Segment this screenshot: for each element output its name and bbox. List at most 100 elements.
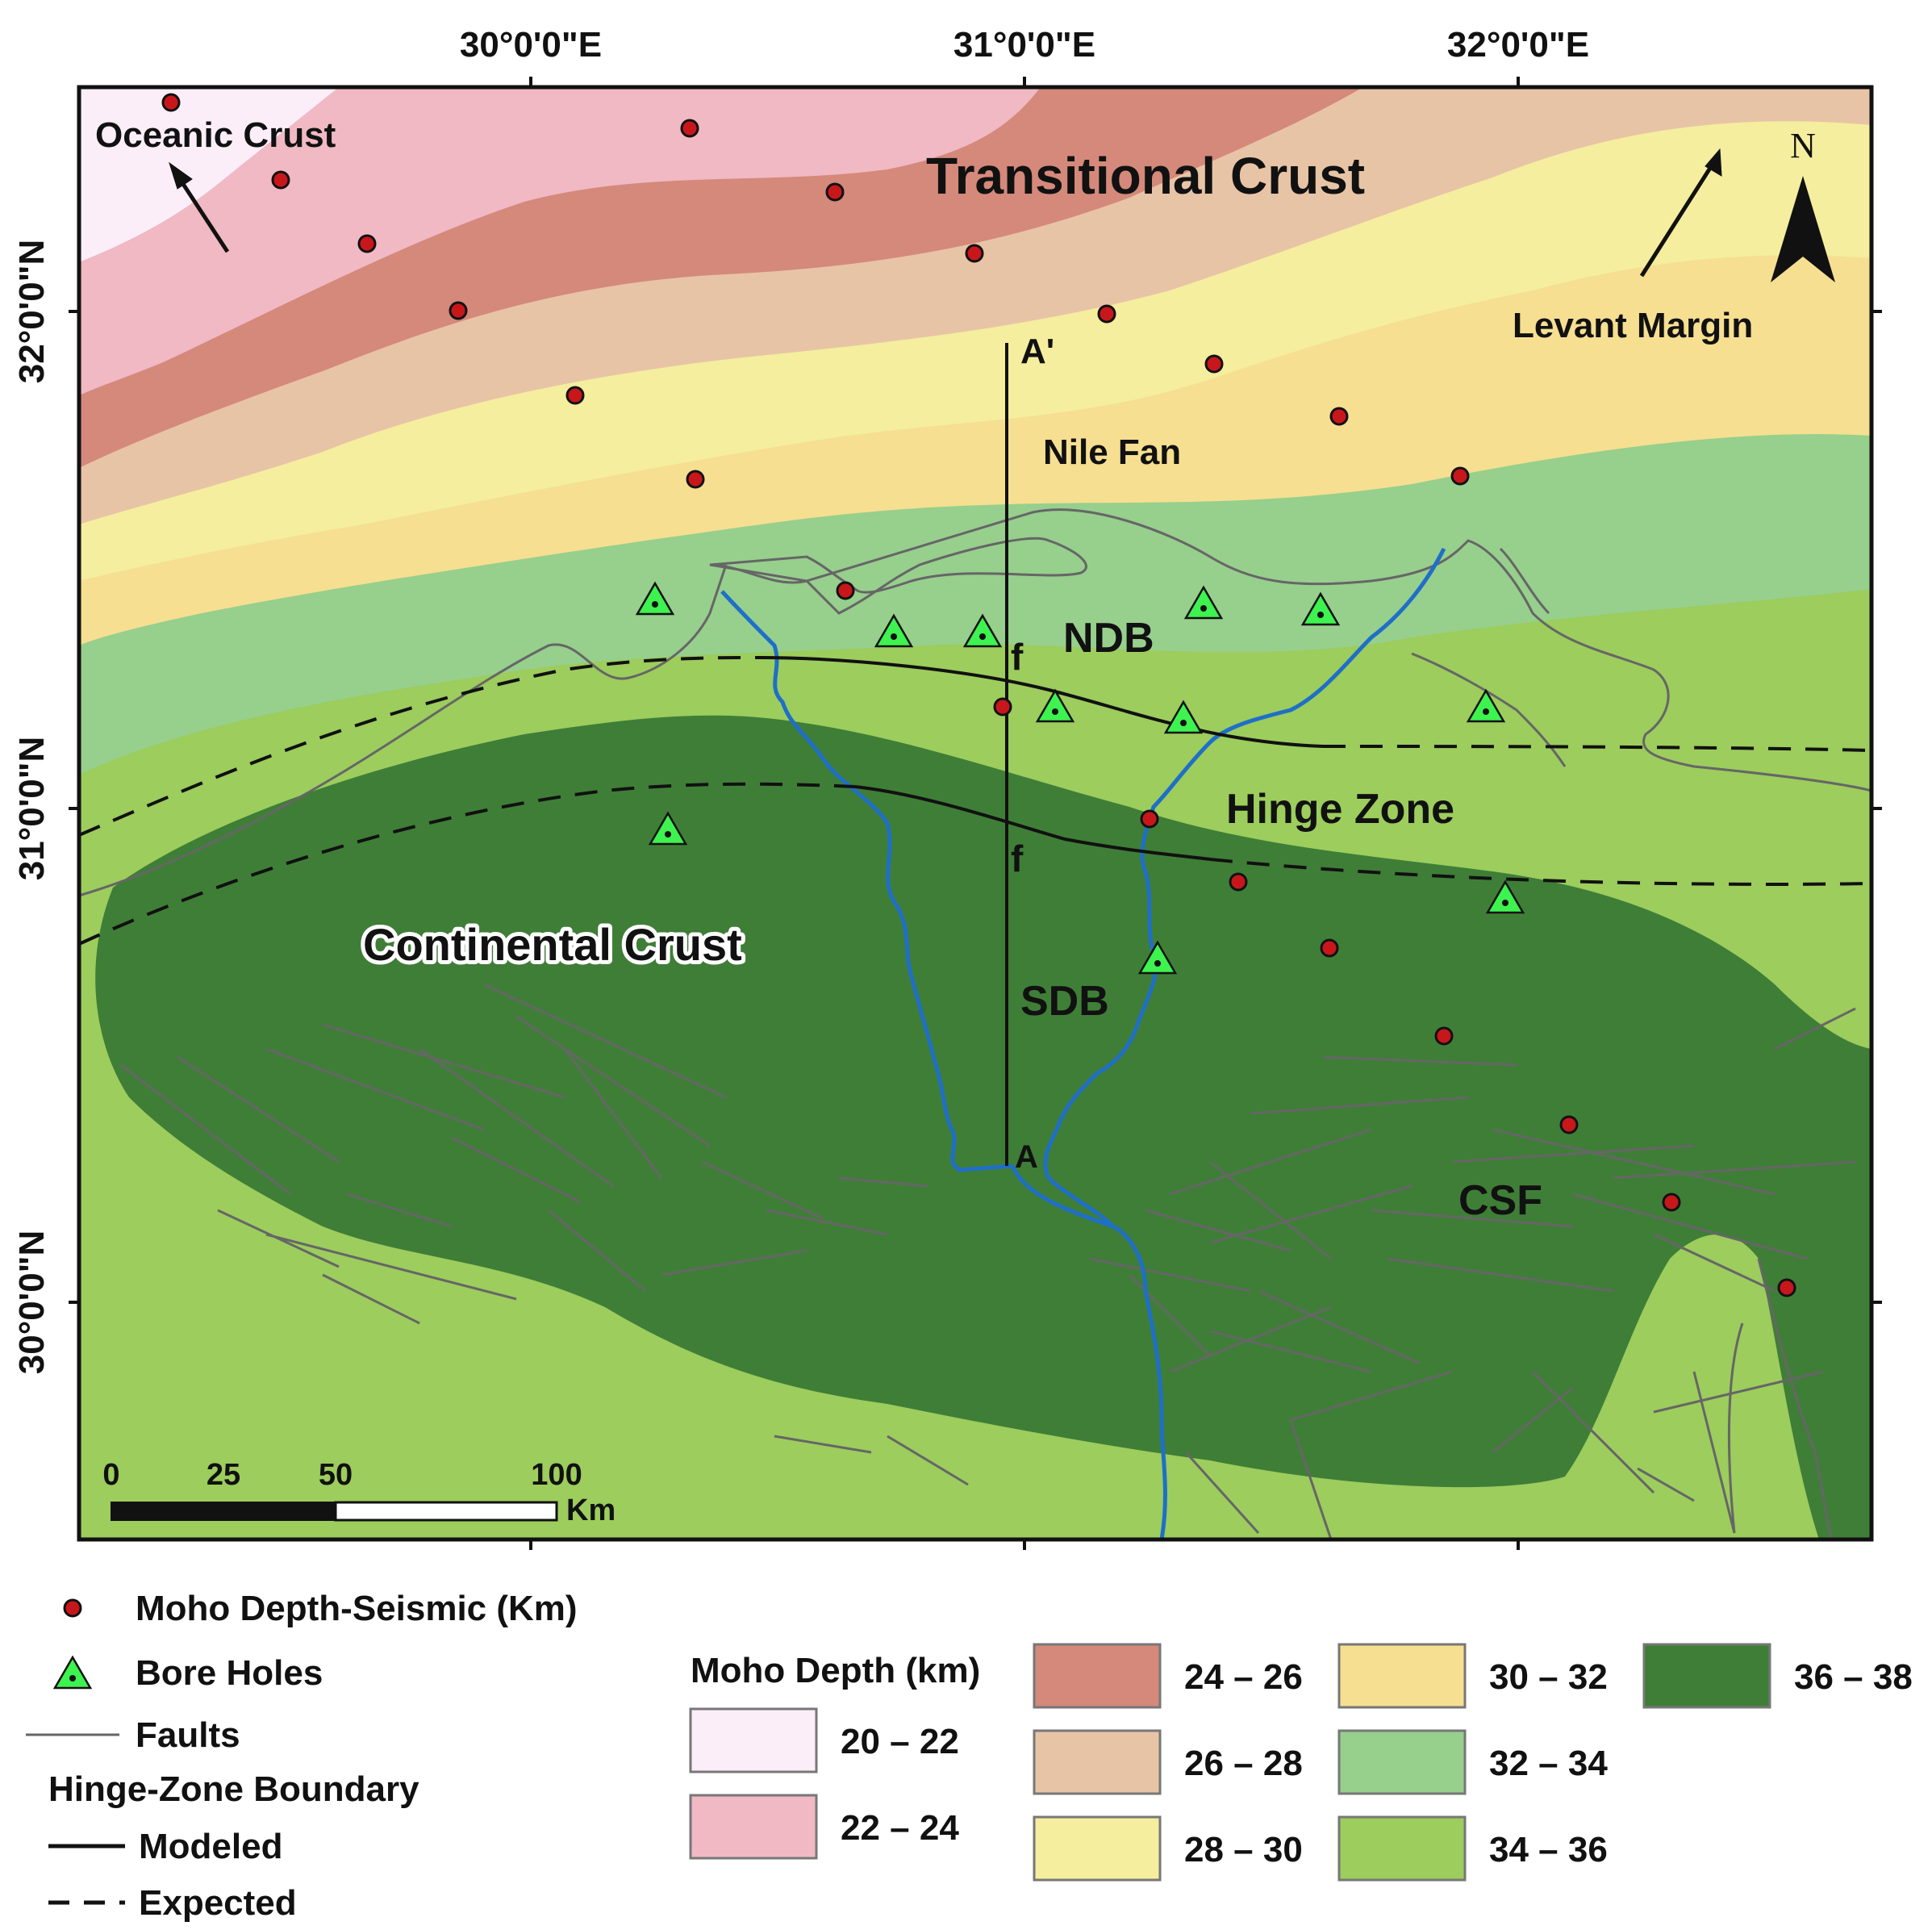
coast-outline-2 <box>1411 547 1567 767</box>
legend-class-label-7: 34 – 36 <box>1489 1830 1608 1869</box>
levant-arrow <box>1639 148 1722 278</box>
nile-main <box>1010 1164 1167 1539</box>
map-frame <box>77 85 1874 1542</box>
label-a: A <box>1015 1139 1038 1175</box>
legend-swatch-7 <box>1337 1815 1467 1882</box>
bore-hole <box>1485 879 1525 914</box>
label-nile-fan: Nile Fan <box>1043 432 1181 472</box>
lon-label-31: 31°0'0"E <box>953 25 1095 65</box>
bore-hole <box>1163 700 1204 734</box>
fault-east-4 <box>1531 1233 1824 1534</box>
lower-expected-west <box>79 782 856 946</box>
bore-hole <box>1183 585 1224 620</box>
label-transitional-crust: Transitional Crust <box>926 147 1365 205</box>
zone-20-22 <box>79 87 339 262</box>
legend-swatch-1 <box>689 1794 818 1860</box>
rosetta-branch <box>720 590 1013 1172</box>
moho-point <box>271 170 290 190</box>
legend-class-label-1: 22 – 24 <box>841 1808 959 1848</box>
legend-faults: Faults <box>136 1715 240 1755</box>
fault-mid-1 <box>766 1176 969 1486</box>
legend-swatch-5 <box>1337 1643 1467 1709</box>
legend-swatch-2 <box>1033 1643 1162 1709</box>
fault-east-1 <box>1169 1055 1517 1244</box>
lat-label-30: 30°0'0"N <box>12 1230 52 1375</box>
scale-bar <box>111 1501 558 1522</box>
bore-hole <box>1035 688 1075 723</box>
scale-tick-100: 100 <box>531 1458 582 1492</box>
axis-ticks <box>69 77 1882 1550</box>
lat-label-32: 32°0'0"N <box>12 240 52 384</box>
scale-tick-50: 50 <box>319 1458 353 1492</box>
label-sdb: SDB <box>1020 978 1109 1025</box>
legend-hinge-title: Hinge-Zone Boundary <box>48 1769 419 1809</box>
fault-east-7 <box>1088 1160 1333 1539</box>
label-oceanic-crust: Oceanic Crust <box>95 115 336 155</box>
moho-point <box>1097 304 1116 324</box>
label-levant-margin: Levant Margin <box>1513 306 1753 345</box>
legend-swatch-4 <box>1033 1815 1162 1882</box>
label-a-prime: A' <box>1020 332 1054 371</box>
label-csf: CSF <box>1458 1177 1542 1224</box>
legend-left: Moho Depth-Seismic (Km) Bore Holes Fault… <box>26 1589 578 1923</box>
legend-moho-point-icon <box>63 1598 82 1618</box>
moho-point <box>1434 1026 1454 1046</box>
moho-point <box>161 93 181 112</box>
fault-east-6 <box>1128 1007 1856 1357</box>
fault-east-5 <box>1727 1258 1833 1539</box>
bore-hole <box>962 613 1003 648</box>
bore-holes <box>635 581 1525 975</box>
nile-branches <box>720 547 1446 1539</box>
moho-point <box>686 470 705 489</box>
oceanic-arrow <box>169 161 230 253</box>
fault-west-2 <box>419 983 727 1188</box>
coast-outline <box>709 508 1871 792</box>
damietta-branch <box>1043 547 1446 1228</box>
legend-swatch-8 <box>1642 1643 1771 1709</box>
moho-point <box>1204 354 1224 374</box>
legend-depth-title: Moho Depth (km) <box>691 1651 980 1690</box>
legend-bore-holes: Bore Holes <box>136 1653 323 1693</box>
bore-hole <box>874 613 914 648</box>
moho-point <box>836 581 855 600</box>
moho-point <box>1320 938 1339 958</box>
fault-east-2 <box>1371 1128 1776 1293</box>
label-continental-crust: Continental Crust <box>363 919 742 970</box>
legend-class-label-6: 32 – 34 <box>1489 1744 1608 1783</box>
scale-unit: Km <box>566 1493 615 1527</box>
legend-swatch-0 <box>689 1707 818 1773</box>
legend-swatch-6 <box>1337 1729 1467 1795</box>
bore-hole <box>1466 688 1506 723</box>
moho-point <box>825 182 845 202</box>
lower-expected-east <box>1209 858 1871 886</box>
bore-hole <box>1137 940 1178 975</box>
legend-bore-hole-icon <box>52 1655 93 1690</box>
legend-moho-seismic: Moho Depth-Seismic (Km) <box>136 1589 578 1628</box>
label-f-lower: f <box>1011 838 1024 879</box>
moho-point <box>1329 407 1349 426</box>
scale-tick-0: 0 <box>102 1458 119 1492</box>
coast-fault <box>79 537 1087 897</box>
fault-east-3 <box>1169 1289 1453 1422</box>
label-north: N <box>1790 126 1816 165</box>
upper-expected-west <box>79 656 759 837</box>
legend-class-label-2: 24 – 26 <box>1184 1657 1303 1697</box>
label-hinge-zone: Hinge Zone <box>1226 786 1454 833</box>
fault-lines <box>79 508 1871 1539</box>
scale-tick-25: 25 <box>207 1458 240 1492</box>
legend-swatch-3 <box>1033 1729 1162 1795</box>
moho-point <box>680 119 699 138</box>
moho-point <box>1777 1278 1796 1297</box>
legend-class-label-5: 30 – 32 <box>1489 1657 1608 1697</box>
north-arrow-icon <box>1771 176 1835 282</box>
label-f-upper: f <box>1011 636 1024 678</box>
legend-depth: Moho Depth (km) 20 – 22 22 – 24 24 – 26 26 … <box>689 1643 1913 1882</box>
zone-22-24 <box>79 87 1041 395</box>
hinge-zone-boundaries <box>79 656 1871 946</box>
label-ndb: NDB <box>1063 615 1154 662</box>
upper-modeled <box>757 656 1324 748</box>
legend-modeled: Modeled <box>139 1827 282 1866</box>
moho-seismic-points <box>161 93 1796 1297</box>
legend-expected: Expected <box>139 1883 297 1923</box>
